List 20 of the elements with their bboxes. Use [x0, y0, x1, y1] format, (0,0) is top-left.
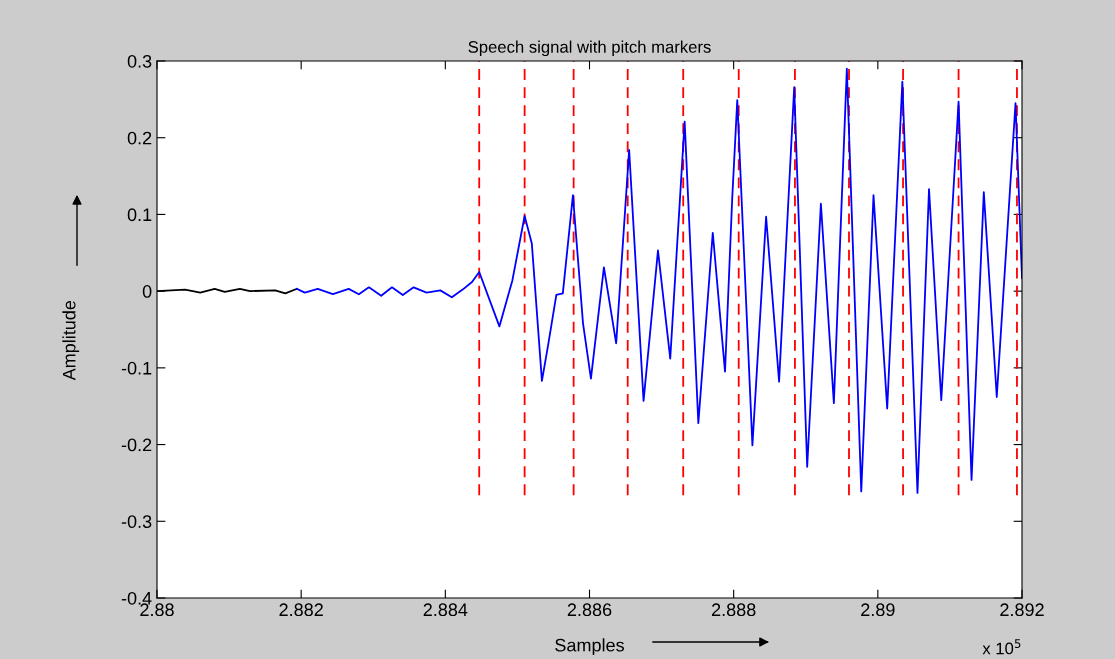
y-tick-label: 0.2	[127, 131, 152, 145]
y-tick-label: 0.3	[127, 54, 152, 68]
text: x 10$^{5}$	[982, 639, 1021, 655]
x-tick-label: 2.886	[567, 603, 612, 617]
y-tick-label: 0	[142, 285, 152, 298]
x-axis-title: Samples	[555, 638, 624, 656]
x-tick-label: 2.892	[1000, 603, 1044, 617]
x-tick-label: 2.882	[279, 603, 323, 617]
y-axis-title: Amplitude	[62, 300, 80, 381]
y-tick-label: -0.1	[121, 361, 152, 375]
x-tick-label: 2.884	[423, 603, 468, 617]
chart-title: Speech signal with pitch markers	[468, 40, 711, 57]
y-tick-label: -0.2	[121, 438, 152, 452]
x-tick-label: 2.88	[140, 603, 174, 617]
x-tick-label: 2.89	[861, 603, 895, 617]
y-tick-label: -0.4	[121, 591, 152, 605]
x-tick-label: 2.888	[711, 603, 756, 617]
y-tick-label: 0.1	[127, 208, 152, 222]
y-tick-label: -0.3	[121, 515, 152, 529]
line-series	[295, 67, 1022, 494]
